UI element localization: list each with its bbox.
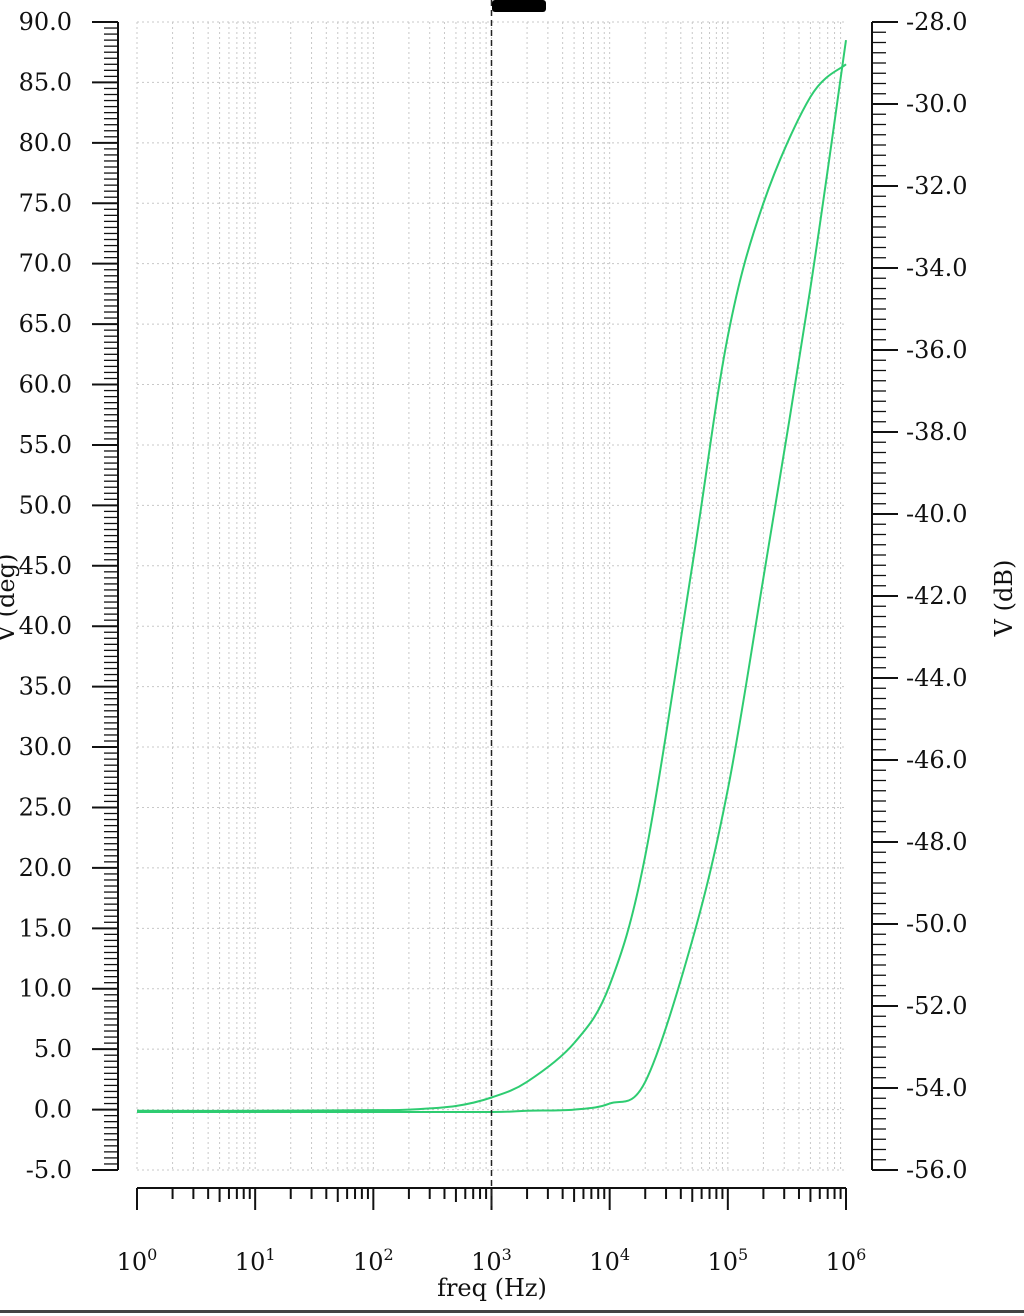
series-line-1 [136,63,847,1112]
left-y-tick-label: 35.0 [19,673,72,701]
left-y-tick-label: 75.0 [19,189,72,217]
left-y-tick-label: -5.0 [26,1156,72,1184]
right-y-tick-label: -38.0 [906,418,968,446]
series-line-2 [137,39,847,1114]
bottom-window-edge [0,1310,1024,1313]
x-tick-label: 104 [589,1245,630,1276]
right-y-tick-label: -28.0 [906,8,968,36]
left-y-tick-label: 50.0 [19,491,72,519]
right-y-tick-label: -34.0 [906,254,968,282]
left-y-tick-label: 85.0 [19,68,72,96]
x-tick-label: 103 [471,1245,512,1276]
left-y-tick-label: 65.0 [19,310,72,338]
left-y-tick-label: 30.0 [19,733,72,761]
right-y-tick-label: -40.0 [906,500,968,528]
right-y-tick-label: -36.0 [906,336,968,364]
left-y-tick-label: 25.0 [19,793,72,821]
left-y-tick-label: 45.0 [19,552,72,580]
ticks [92,21,898,1210]
tick-labels: 90.0 85.0 80.0 75.0 70.0 65.0 60.0 55.0 50.0 45.0… [19,8,968,1276]
left-y-tick-label: 40.0 [19,612,72,640]
right-y-tick-label: -54.0 [906,1074,968,1102]
x-tick-label: 105 [707,1245,748,1276]
series [136,39,847,1114]
x-tick-label: 101 [235,1245,276,1276]
left-y-tick-label: 60.0 [19,371,72,399]
left-y-tick-label: 10.0 [19,975,72,1003]
left-y-tick-label: 80.0 [19,129,72,157]
right-y-tick-label: -32.0 [906,172,968,200]
left-y-tick-label: 90.0 [19,8,72,36]
left-y-tick-label: 5.0 [34,1035,72,1063]
left-y-tick-label: 20.0 [19,854,72,882]
marker-handle[interactable] [492,0,546,12]
x-tick-label: 106 [826,1245,867,1276]
x-tick-label: 100 [117,1245,158,1276]
right-y-axis-title: V (dB) [990,560,1018,638]
left-y-tick-label: 0.0 [34,1096,72,1124]
left-y-tick-label: 15.0 [19,914,72,942]
left-y-tick-label: 70.0 [19,250,72,278]
left-y-axis-title: V (deg) [0,554,20,644]
right-y-tick-label: -46.0 [906,746,968,774]
right-y-tick-label: -42.0 [906,582,968,610]
grid [136,21,846,1171]
x-tick-label: 102 [353,1245,394,1276]
x-axis-title: freq (Hz) [437,1274,547,1302]
right-y-tick-label: -44.0 [906,664,968,692]
right-y-tick-label: -56.0 [906,1156,968,1184]
right-y-tick-label: -50.0 [906,910,968,938]
right-y-tick-label: -30.0 [906,90,968,118]
right-y-tick-label: -52.0 [906,992,968,1020]
right-y-tick-label: -48.0 [906,828,968,856]
left-y-tick-label: 55.0 [19,431,72,459]
